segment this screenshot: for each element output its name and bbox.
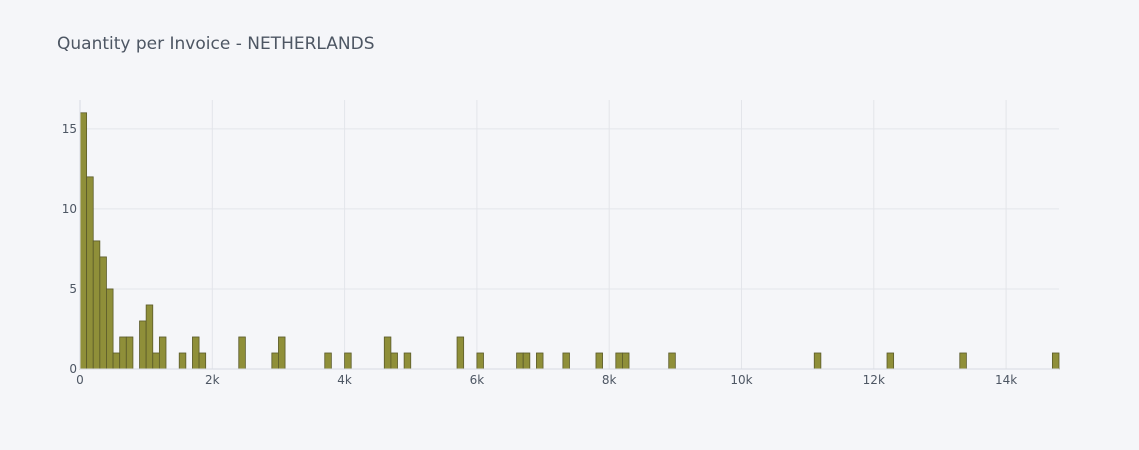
x-tick-label: 10k (730, 373, 752, 387)
histogram-bar (79, 112, 88, 370)
x-tick-label: 8k (602, 373, 617, 387)
histogram-bar (668, 352, 676, 370)
chart-title: Quantity per Invoice - NETHERLANDS (57, 34, 375, 54)
histogram-bar (959, 352, 967, 370)
histogram-bar (92, 240, 101, 370)
histogram-bar (595, 352, 603, 370)
x-tick-label: 6k (470, 373, 485, 387)
histogram-bar (238, 336, 246, 370)
histogram-bar (152, 352, 160, 370)
histogram-bar (86, 176, 94, 370)
histogram-bar (271, 352, 279, 370)
y-tick-label: 10 (62, 202, 77, 216)
histogram-bar (562, 352, 570, 370)
x-tick-label: 2k (205, 373, 220, 387)
histogram-bar (145, 304, 154, 370)
histogram-bar (622, 352, 630, 370)
histogram-bar (192, 336, 200, 370)
histogram-bar (139, 320, 147, 370)
histogram-bar (813, 352, 822, 370)
histogram-bar (456, 336, 465, 370)
histogram-bar (516, 352, 524, 370)
histogram-bar (99, 256, 107, 370)
histogram-bar (522, 352, 531, 370)
histogram-bar (390, 352, 398, 370)
x-tick-label: 4k (337, 373, 352, 387)
histogram-bar (476, 352, 484, 370)
x-tick-label: 0 (76, 373, 84, 387)
histogram-bar (1051, 352, 1060, 370)
histogram-bar (198, 352, 207, 370)
histogram-bar (403, 352, 412, 370)
histogram-bar (615, 352, 623, 370)
histogram-bars (79, 112, 1060, 370)
histogram-bar (125, 336, 134, 370)
x-tick-label: 14k (995, 373, 1017, 387)
y-tick-label: 5 (69, 282, 77, 296)
histogram-bar (158, 336, 167, 370)
x-tick-label: 12k (863, 373, 885, 387)
histogram-bar (178, 352, 187, 370)
histogram-bar (886, 352, 895, 370)
histogram-bar (278, 336, 286, 370)
grid-lines (80, 100, 1059, 369)
y-tick-label: 15 (62, 122, 77, 136)
histogram-bar (324, 352, 332, 370)
y-tick-label: 0 (69, 362, 77, 376)
axes: 0 2k 4k 6k 8k 10k 12k 14k 0 5 10 15 (62, 100, 1059, 387)
histogram-bar (383, 336, 392, 370)
histogram-bar (112, 352, 121, 370)
histogram-bar (344, 352, 352, 370)
histogram-bar (119, 336, 127, 370)
histogram-bar (536, 352, 544, 370)
histogram-bar (106, 288, 114, 370)
